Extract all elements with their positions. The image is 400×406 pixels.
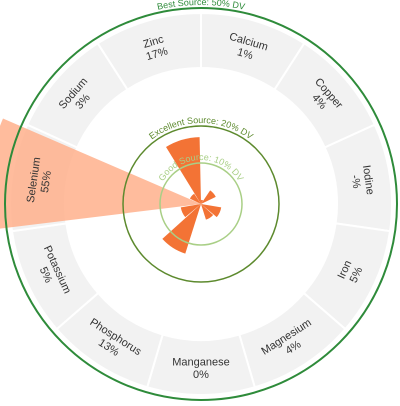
threshold-ring-50 xyxy=(4,7,398,401)
category-label-selenium: Selenium55% xyxy=(25,156,56,205)
segment-zinc[interactable] xyxy=(96,11,202,91)
bar-copper[interactable] xyxy=(201,190,216,204)
threshold-label-50: Best Source: 50% DV xyxy=(156,0,246,12)
threshold-ring-10 xyxy=(159,162,243,246)
bar-sodium[interactable] xyxy=(189,193,201,204)
threshold-label-20: Excellent Source: 20% DV xyxy=(147,115,255,141)
bars-layer xyxy=(0,118,222,254)
threshold-ring-20 xyxy=(122,125,280,283)
category-label-iodine: Iodine-% xyxy=(347,164,376,197)
bar-zinc[interactable] xyxy=(166,137,201,204)
label-ring xyxy=(9,11,393,396)
bar-selenium[interactable] xyxy=(0,118,201,231)
bar-magnesium[interactable] xyxy=(201,204,214,220)
category-label-iron: Iron5% xyxy=(336,259,366,286)
bar-phosphorus[interactable] xyxy=(162,204,201,254)
bar-calcium[interactable] xyxy=(201,199,204,204)
bar-potassium[interactable] xyxy=(180,204,201,218)
bar-iron[interactable] xyxy=(201,204,222,218)
category-label-manganese: Manganese 0% xyxy=(172,356,230,381)
